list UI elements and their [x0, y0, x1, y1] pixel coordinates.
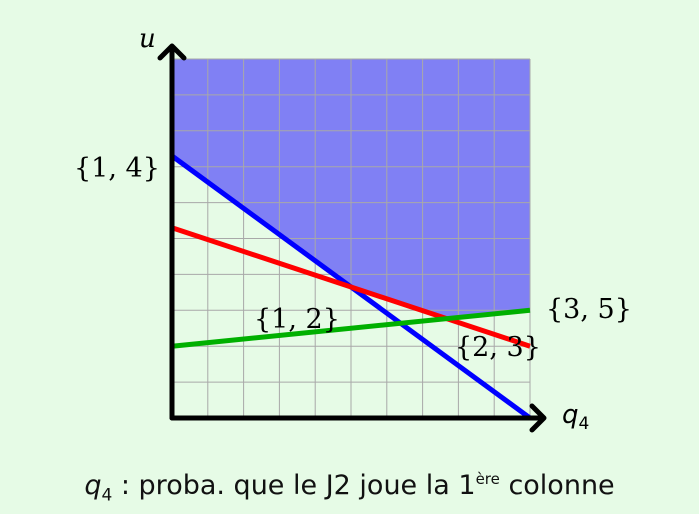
label-3-5: {3, 5} [546, 294, 632, 325]
line-2-3 [171, 225, 531, 349]
caption-text: : proba. que le J2 joue la 1 [112, 470, 476, 501]
y-axis-label: u [139, 24, 156, 54]
grid [171, 58, 531, 419]
caption-sup: ère [475, 470, 500, 488]
y-axis-arrowhead [157, 43, 187, 61]
x-axis-arrowhead [529, 403, 547, 433]
lines-group [170, 153, 532, 421]
label-1-4: {1, 4} [74, 153, 160, 184]
caption: q4 : proba. que le J2 joue la 1ère colon… [0, 470, 699, 505]
caption-var-sub: 4 [101, 485, 113, 506]
label-2-3: {2, 3} [455, 332, 541, 363]
caption-var: q [84, 470, 102, 501]
caption-tail: colonne [499, 470, 615, 501]
axes [157, 43, 547, 433]
label-1-2: {1, 2} [254, 304, 340, 335]
x-axis-label: q4 [562, 400, 589, 434]
line-3-5 [171, 307, 531, 349]
